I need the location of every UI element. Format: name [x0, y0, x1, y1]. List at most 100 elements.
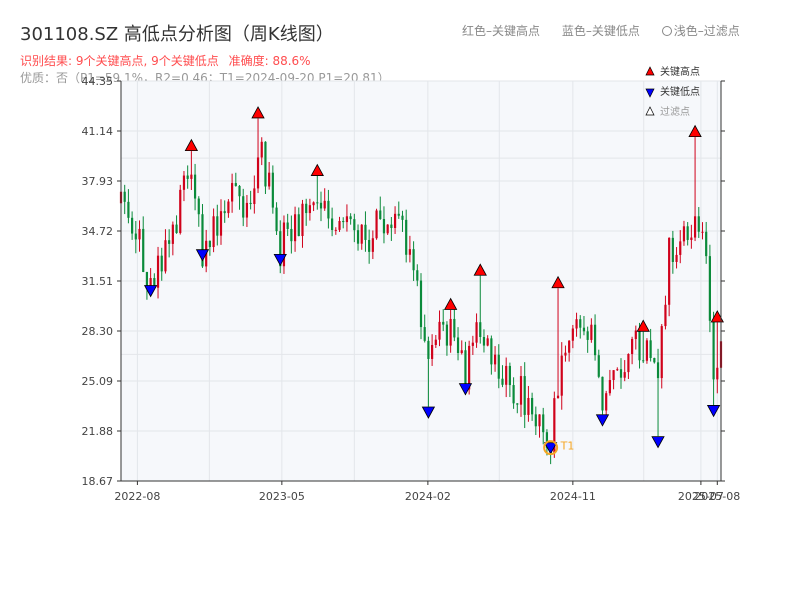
candle-body: [171, 224, 174, 244]
candle-body: [568, 340, 571, 353]
candle-body: [508, 365, 511, 386]
key-high-marker: [636, 319, 650, 332]
candle-body: [382, 219, 386, 234]
candle-body: [608, 380, 611, 394]
x-tick-label: 2025-08: [694, 490, 740, 503]
candle-body: [431, 344, 434, 359]
candle-body: [297, 214, 300, 236]
candle-body: [182, 175, 186, 190]
x-tick-label: 2024-02: [405, 490, 451, 503]
candle-body: [638, 330, 641, 361]
candle-body: [149, 278, 152, 290]
candle-body: [193, 174, 197, 199]
key-low-marker: [651, 436, 665, 449]
candle-body: [682, 226, 686, 242]
candle-body: [616, 369, 619, 371]
candle-body: [308, 205, 311, 214]
t1-label: T1: [560, 440, 575, 453]
candle-body: [145, 271, 149, 290]
candle-body: [464, 350, 467, 390]
candle-body: [264, 141, 267, 187]
candle-body: [593, 324, 597, 356]
candle-body: [223, 211, 226, 214]
candle-body: [456, 337, 460, 353]
legend-marker: [645, 88, 655, 98]
candle-body: [393, 213, 397, 228]
candle-body: [345, 216, 349, 223]
candle-body: [453, 318, 456, 338]
candle-body: [405, 219, 408, 255]
candle-body: [290, 228, 293, 242]
candle-body: [434, 339, 437, 345]
candle-body: [160, 255, 163, 272]
candle-body: [231, 183, 234, 202]
candle-body: [523, 376, 526, 415]
candle-body: [534, 414, 537, 427]
candle-body: [312, 202, 315, 206]
candle-body: [516, 403, 519, 405]
candle-body: [412, 249, 415, 271]
candle-body: [386, 224, 389, 234]
candle-body: [219, 211, 223, 236]
candle-body: [416, 270, 419, 281]
candle-body: [623, 372, 626, 378]
candle-body: [612, 370, 615, 381]
legend-marker: [645, 66, 655, 76]
candle-body: [575, 319, 578, 329]
candle-body: [245, 202, 249, 218]
candle-body: [282, 222, 286, 267]
x-tick-label: 2022-08: [114, 490, 160, 503]
candle-body: [234, 183, 237, 186]
candle-body: [582, 327, 586, 332]
y-tick-label: 21.88: [82, 425, 114, 438]
candle-body: [238, 185, 241, 197]
candle-body: [690, 237, 693, 240]
candle-body: [664, 304, 667, 327]
candle-body: [427, 340, 430, 359]
y-tick-label: 34.72: [82, 225, 114, 238]
candle-body: [656, 362, 660, 379]
candle-body: [364, 224, 367, 240]
candle-body: [208, 240, 211, 248]
candle-body: [260, 141, 263, 158]
candle-body: [679, 241, 682, 255]
candle-body: [390, 224, 393, 228]
candle-body: [227, 201, 230, 214]
candle-body: [545, 432, 549, 448]
candle-body: [649, 340, 652, 358]
key-high-marker: [473, 263, 487, 276]
header-legend: 红色–关键高点 蓝色–关键低点 浅色–过滤点: [462, 22, 758, 39]
y-tick-label: 31.51: [82, 275, 114, 288]
candle-body: [645, 340, 649, 361]
candle-body: [634, 330, 637, 339]
key-low-marker: [706, 405, 721, 418]
candle-body: [460, 350, 463, 353]
candle-body: [168, 240, 171, 244]
y-tick-label: 37.93: [82, 175, 114, 188]
candle-body: [164, 240, 167, 272]
candle-body: [531, 397, 534, 415]
legend-marker: [645, 106, 655, 116]
candle-body: [697, 216, 700, 232]
candle-body: [186, 175, 189, 179]
candle-body: [519, 376, 523, 405]
candle-body: [268, 172, 271, 187]
candle-body: [216, 216, 219, 236]
candle-body: [556, 395, 560, 399]
y-tick-label: 18.67: [82, 475, 114, 488]
legend-label: 过滤点: [660, 105, 690, 118]
candle-body: [368, 239, 371, 252]
candle-body: [256, 157, 260, 189]
candle-body: [305, 203, 308, 214]
candle-body: [601, 376, 604, 411]
candle-body: [590, 324, 593, 340]
candle-body: [338, 220, 341, 230]
candle-body: [408, 249, 411, 255]
candle-body: [605, 393, 608, 411]
candle-body: [497, 354, 500, 379]
page-title: 301108.SZ 高低点分析图（周K线图）: [20, 24, 334, 45]
candle-body: [501, 378, 504, 385]
candle-body: [471, 342, 474, 346]
candle-body: [349, 216, 352, 220]
candle-body: [627, 354, 630, 373]
